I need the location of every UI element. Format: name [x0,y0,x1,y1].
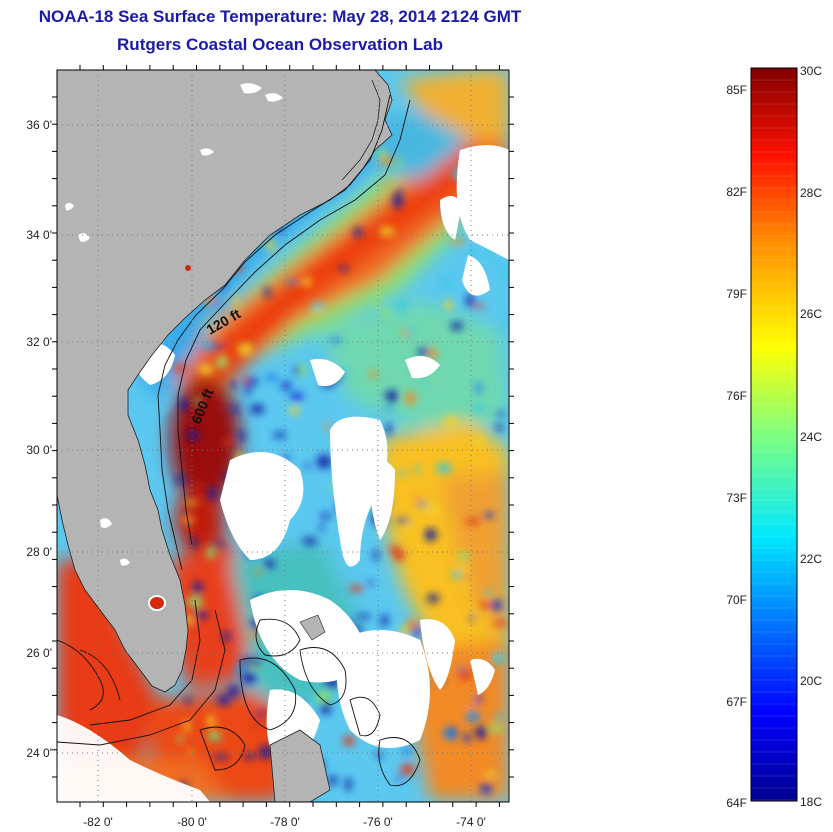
lat-tick-label: 32 0' [26,335,52,349]
lat-tick-label: 34 0' [26,228,52,242]
lon-tick-label: -74 0' [456,815,486,829]
lon-tick-label: -82 0' [83,815,113,829]
map-frame [56,69,510,803]
lon-tick-label: -78 0' [270,815,300,829]
graticule [57,70,509,802]
map-subtitle: Rutgers Coastal Ocean Observation Lab [117,35,443,54]
lon-tick-label: -76 0' [363,815,393,829]
y-axis-labels: 36 0' 34 0' 32 0' 30 0' 28 0' 26 0' 24 0… [26,118,52,760]
lat-tick-label: 30 0' [26,443,52,457]
cloud-mask [57,145,509,802]
lat-tick-label: 24 0' [26,746,52,760]
axis-ticks [52,65,514,807]
x-axis-labels: -82 0' -80 0' -78 0' -76 0' -74 0' [83,815,486,829]
lat-tick-label: 26 0' [26,646,52,660]
map-title: NOAA-18 Sea Surface Temperature: May 28,… [38,7,522,26]
lon-tick-label: -80 0' [177,815,207,829]
lat-tick-label: 28 0' [26,545,52,559]
lat-tick-label: 36 0' [26,118,52,132]
isobath-contours [57,94,421,787]
